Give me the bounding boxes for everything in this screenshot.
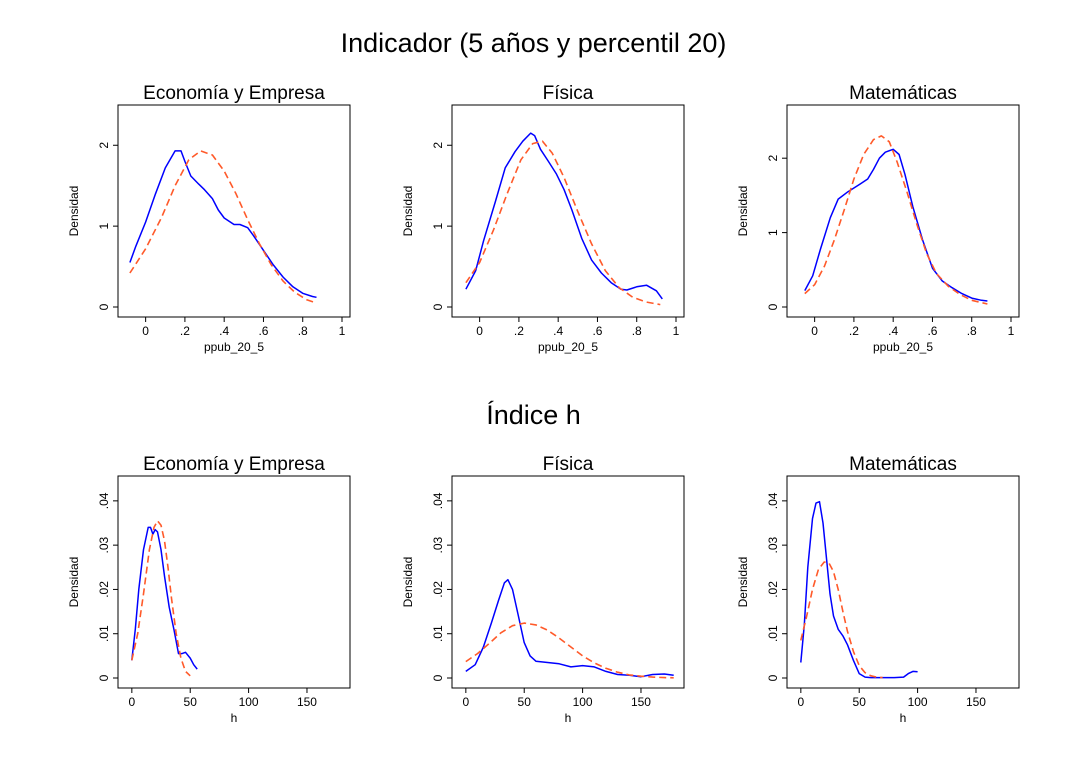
x-tick-label: 0 xyxy=(462,695,469,709)
y-tick-label: .03 xyxy=(431,536,445,553)
y-tick-label: .01 xyxy=(97,625,111,642)
x-tick-label: 150 xyxy=(966,695,986,709)
y-axis-label: Densidad xyxy=(736,186,750,237)
plot-frame xyxy=(117,475,351,689)
x-tick-label: 150 xyxy=(297,695,317,709)
y-axis-label: Densidad xyxy=(401,186,415,237)
y-tick-label: .04 xyxy=(431,492,445,509)
y-tick-label: .01 xyxy=(431,625,445,642)
x-tick-label: .6 xyxy=(258,324,268,338)
plot-frame xyxy=(117,104,351,318)
kernel-density-line xyxy=(465,132,663,300)
x-tick-label: .2 xyxy=(180,324,190,338)
x-tick-label: .4 xyxy=(219,324,229,338)
x-tick-label: .8 xyxy=(298,324,308,338)
x-tick-label: .6 xyxy=(592,324,602,338)
plot-frame xyxy=(786,475,1020,689)
x-tick-label: 0 xyxy=(811,324,818,338)
y-tick-label: 0 xyxy=(97,303,111,310)
y-axis-label: Densidad xyxy=(736,557,750,608)
panel-title: Economía y Empresa xyxy=(143,83,325,104)
y-tick-label: 1 xyxy=(431,222,445,229)
x-axis-label: h xyxy=(565,711,572,725)
x-tick-label: 100 xyxy=(908,695,928,709)
y-tick-label: 0 xyxy=(766,674,780,681)
normal-density-line xyxy=(131,519,191,677)
normal-density-line xyxy=(800,561,883,679)
panel-title: Economía y Empresa xyxy=(143,454,325,475)
x-tick-label: .2 xyxy=(849,324,859,338)
x-axis-label: h xyxy=(231,711,238,725)
plot-frame xyxy=(786,104,1020,318)
x-tick-label: 50 xyxy=(184,695,198,709)
y-tick-label: 0 xyxy=(431,303,445,310)
normal-density-line xyxy=(129,150,317,304)
x-tick-label: 50 xyxy=(853,695,867,709)
section-title-indice-h: Índice h xyxy=(486,400,581,430)
x-tick-label: 0 xyxy=(128,695,135,709)
y-tick-label: .04 xyxy=(97,492,111,509)
kernel-density-line xyxy=(804,148,988,302)
y-tick-label: 1 xyxy=(766,229,780,236)
x-axis-label: ppub_20_5 xyxy=(204,340,264,354)
y-tick-label: 2 xyxy=(97,142,111,149)
y-axis-label: Densidad xyxy=(67,186,81,237)
kernel-density-line xyxy=(465,578,674,678)
x-tick-label: .2 xyxy=(514,324,524,338)
x-tick-label: .4 xyxy=(553,324,563,338)
x-tick-label: .8 xyxy=(632,324,642,338)
x-tick-label: .6 xyxy=(927,324,937,338)
x-tick-label: 150 xyxy=(631,695,651,709)
x-tick-label: 1 xyxy=(673,324,680,338)
x-axis-label: h xyxy=(900,711,907,725)
kernel-density-line xyxy=(131,526,198,670)
y-tick-label: .03 xyxy=(766,536,780,553)
y-axis-label: Densidad xyxy=(67,557,81,608)
x-tick-label: 1 xyxy=(339,324,346,338)
y-tick-label: .03 xyxy=(97,536,111,553)
normal-density-line xyxy=(804,135,988,305)
plot-frame xyxy=(451,104,685,318)
kernel-density-line xyxy=(800,500,918,679)
x-tick-label: 100 xyxy=(573,695,593,709)
y-tick-label: .02 xyxy=(97,581,111,598)
y-axis-label: Densidad xyxy=(401,557,415,608)
y-tick-label: 0 xyxy=(431,674,445,681)
y-tick-label: 2 xyxy=(431,142,445,149)
panel-title: Matemáticas xyxy=(849,83,957,104)
section-title-indicador: Indicador (5 años y percentil 20) xyxy=(340,28,727,58)
y-tick-label: 0 xyxy=(766,303,780,310)
plot-frame xyxy=(451,475,685,689)
x-tick-label: 100 xyxy=(239,695,259,709)
y-tick-label: .02 xyxy=(431,581,445,598)
y-tick-label: .02 xyxy=(766,581,780,598)
y-tick-label: 0 xyxy=(97,674,111,681)
x-axis-label: ppub_20_5 xyxy=(538,340,598,354)
normal-density-line xyxy=(465,622,674,679)
x-axis-label: ppub_20_5 xyxy=(873,340,933,354)
kernel-density-line xyxy=(129,150,317,299)
x-tick-label: 1 xyxy=(1008,324,1015,338)
normal-density-line xyxy=(465,140,661,306)
y-tick-label: 1 xyxy=(97,222,111,229)
y-tick-label: 2 xyxy=(766,155,780,162)
panel-title: Física xyxy=(543,83,594,104)
x-tick-label: .4 xyxy=(888,324,898,338)
y-tick-label: .01 xyxy=(766,625,780,642)
x-tick-label: 0 xyxy=(142,324,149,338)
x-tick-label: .8 xyxy=(967,324,977,338)
panel-title: Física xyxy=(543,454,594,475)
y-tick-label: .04 xyxy=(766,492,780,509)
x-tick-label: 50 xyxy=(518,695,532,709)
x-tick-label: 0 xyxy=(476,324,483,338)
panel-title: Matemáticas xyxy=(849,454,957,475)
x-tick-label: 0 xyxy=(797,695,804,709)
